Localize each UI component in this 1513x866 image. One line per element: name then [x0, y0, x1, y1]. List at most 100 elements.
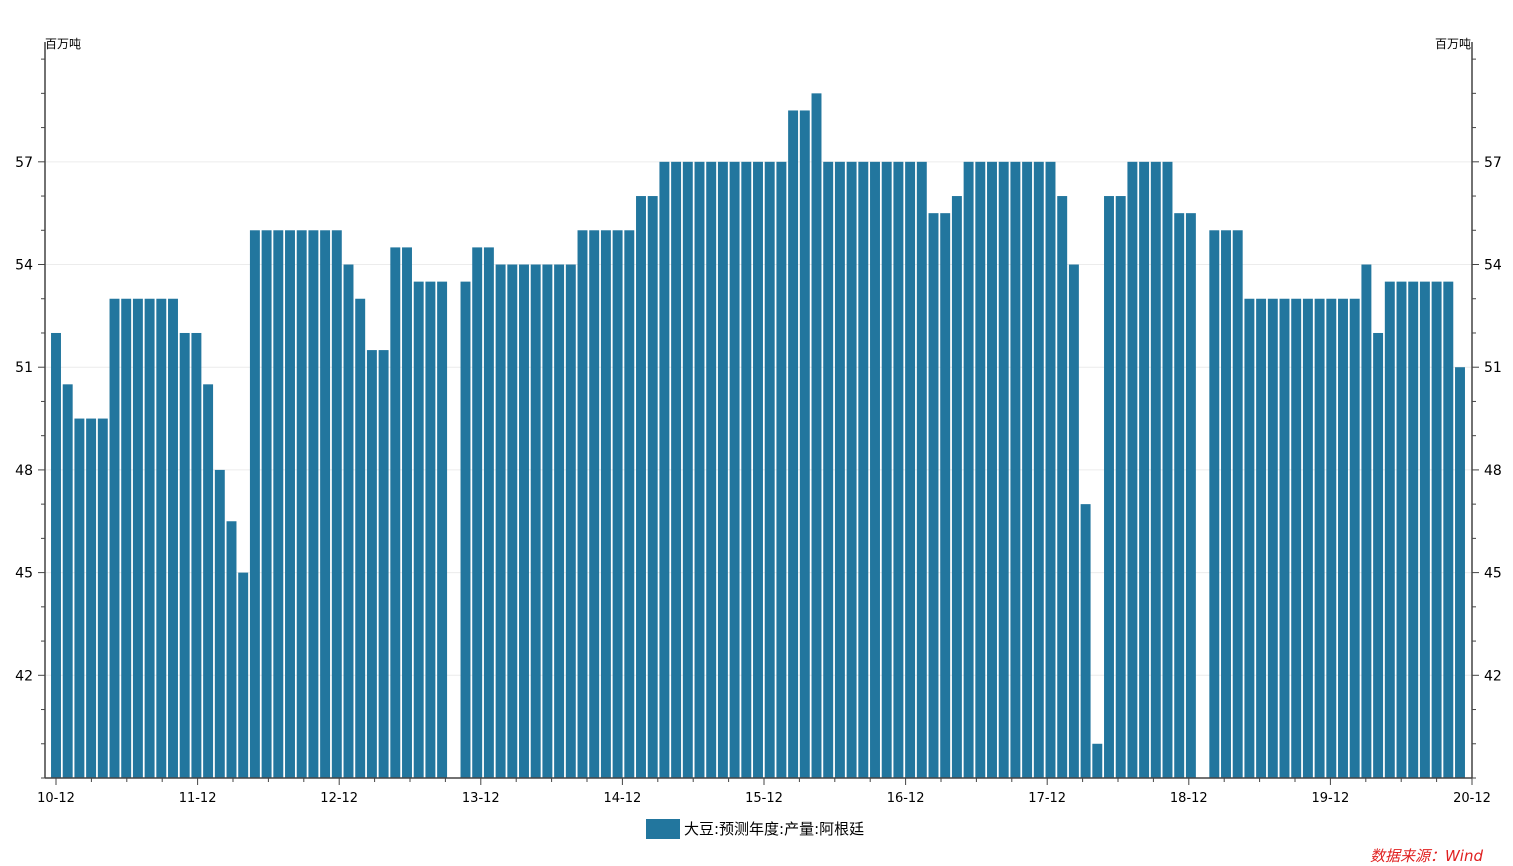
- bar: [507, 264, 518, 779]
- bar: [940, 213, 951, 779]
- bar: [1455, 367, 1465, 778]
- bar: [1349, 298, 1360, 778]
- bar: [858, 161, 869, 778]
- bar: [62, 384, 73, 778]
- bar: [636, 196, 646, 778]
- bar: [1267, 298, 1278, 778]
- bar: [682, 161, 693, 778]
- x-tick-label: 12-12: [320, 791, 358, 806]
- bar: [179, 332, 190, 778]
- bar: [1033, 161, 1044, 778]
- bar: [671, 161, 682, 778]
- bar: [226, 521, 237, 778]
- x-tick-label: 11-12: [179, 791, 217, 806]
- bar: [121, 298, 132, 778]
- y-tick-label-left: 57: [15, 155, 33, 171]
- y-tick-label-left: 42: [15, 668, 33, 684]
- bar: [530, 264, 541, 779]
- legend-swatch: [646, 818, 680, 839]
- bar: [413, 281, 424, 778]
- bar: [565, 264, 576, 779]
- bar: [589, 230, 600, 779]
- bar: [437, 281, 448, 778]
- bar: [834, 161, 845, 778]
- bar: [86, 418, 97, 778]
- y-tick-label-right: 51: [1484, 360, 1502, 376]
- y-tick-label-right: 54: [1484, 258, 1502, 274]
- y-axis-unit-right: 百万吨: [1434, 37, 1471, 51]
- bar: [1326, 298, 1337, 778]
- bar: [1092, 743, 1103, 778]
- bar: [168, 298, 178, 778]
- y-tick-label-right: 57: [1484, 155, 1502, 171]
- bar: [647, 196, 658, 778]
- y-tick-label-left: 45: [15, 566, 33, 582]
- x-tick-label: 18-12: [1170, 791, 1208, 806]
- legend-label: 大豆:预测年度:产量:阿根廷: [684, 820, 865, 838]
- bar: [51, 332, 61, 778]
- bar: [1127, 161, 1138, 778]
- x-tick-label: 10-12: [37, 791, 75, 806]
- bar: [600, 230, 611, 779]
- bar: [928, 213, 939, 779]
- bar: [741, 161, 752, 778]
- bar: [109, 298, 120, 778]
- bar: [1396, 281, 1407, 778]
- x-tick-label: 20-12: [1453, 791, 1491, 806]
- legend: 大豆:预测年度:产量:阿根廷: [646, 818, 864, 839]
- bar: [870, 161, 880, 778]
- y-tick-label-left: 54: [15, 258, 33, 274]
- bar: [624, 230, 635, 779]
- bar-series: [51, 93, 1465, 779]
- bar: [729, 161, 740, 778]
- bar: [788, 110, 799, 779]
- bar: [1302, 298, 1313, 778]
- bar: [893, 161, 904, 778]
- bar: [659, 161, 670, 778]
- bar: [425, 281, 436, 778]
- bar: [402, 247, 412, 778]
- bar: [1174, 213, 1185, 779]
- bar: [1419, 281, 1430, 778]
- bar: [191, 332, 202, 778]
- bar: [1162, 161, 1173, 778]
- y-tick-label-right: 48: [1484, 463, 1502, 479]
- bar: [1244, 298, 1255, 778]
- bar: [156, 298, 167, 778]
- bar: [1443, 281, 1454, 778]
- x-tick-label: 13-12: [462, 791, 500, 806]
- bar: [1256, 298, 1267, 778]
- bar: [472, 247, 483, 778]
- bar: [308, 230, 319, 779]
- bar: [238, 572, 249, 778]
- bar: [1068, 264, 1079, 779]
- bar: [203, 384, 214, 778]
- y-tick-label-right: 45: [1484, 566, 1502, 582]
- bar: [355, 298, 366, 778]
- bar: [296, 230, 307, 779]
- bar: [1045, 161, 1056, 778]
- bar: [846, 161, 857, 778]
- x-tick-label: 15-12: [745, 791, 783, 806]
- x-tick-label: 14-12: [604, 791, 642, 806]
- bar: [249, 230, 260, 779]
- bar: [1408, 281, 1419, 778]
- bar: [343, 264, 354, 779]
- bar: [1384, 281, 1395, 778]
- bar: [273, 230, 284, 779]
- bar: [97, 418, 108, 778]
- bar: [905, 161, 916, 778]
- bar: [998, 161, 1009, 778]
- bar: [366, 350, 377, 778]
- x-tick-label: 17-12: [1028, 791, 1066, 806]
- bar: [1221, 230, 1231, 779]
- bar: [706, 161, 717, 778]
- bar: [1232, 230, 1243, 779]
- bar: [1209, 230, 1220, 779]
- bar: [1080, 504, 1091, 778]
- x-tick-label: 19-12: [1312, 791, 1350, 806]
- bar: [951, 196, 962, 778]
- bar: [916, 161, 927, 778]
- bar: [519, 264, 529, 779]
